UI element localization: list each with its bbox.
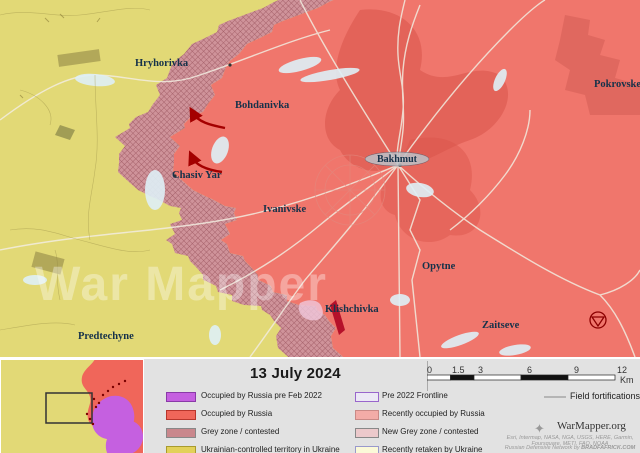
- svg-text:Bohdanivka: Bohdanivka: [235, 100, 290, 111]
- svg-text:Ivanivske: Ivanivske: [263, 204, 307, 215]
- svg-text:Opytne: Opytne: [422, 261, 456, 272]
- svg-text:Hryhorivka: Hryhorivka: [135, 58, 189, 69]
- svg-text:Chasiv Yar: Chasiv Yar: [172, 170, 222, 181]
- svg-text:Pokrovske: Pokrovske: [594, 79, 640, 90]
- svg-text:Klishchivka: Klishchivka: [325, 304, 379, 315]
- svg-text:Zaitseve: Zaitseve: [482, 320, 520, 331]
- svg-text:War Mapper: War Mapper: [35, 258, 328, 311]
- svg-text:Predtechyne: Predtechyne: [78, 331, 134, 342]
- svg-text:Bakhmut: Bakhmut: [377, 154, 418, 165]
